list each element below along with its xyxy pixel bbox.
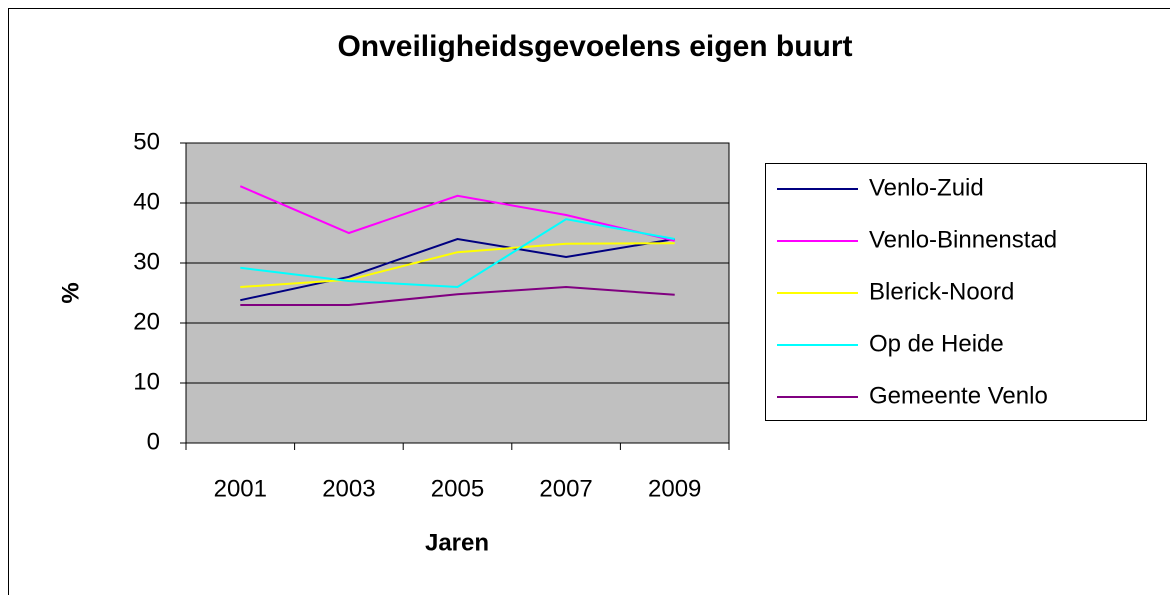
y-tick-label: 10 xyxy=(133,368,160,395)
series-line xyxy=(240,242,675,288)
legend-label: Venlo-Binnenstad xyxy=(869,226,1057,253)
legend-label: Gemeente Venlo xyxy=(869,382,1048,409)
y-tick-label: 40 xyxy=(133,188,160,215)
x-tick-label: 2001 xyxy=(214,475,267,502)
x-tick-label: 2005 xyxy=(431,475,484,502)
x-tick-label: 2009 xyxy=(648,475,701,502)
legend-label: Venlo-Zuid xyxy=(869,174,984,201)
y-tick-label: 50 xyxy=(133,128,160,155)
series-line xyxy=(240,218,675,289)
chart-title: Onveiligheidsgevoelens eigen buurt xyxy=(337,30,852,63)
series-line xyxy=(239,185,675,242)
series-line xyxy=(240,237,675,302)
x-axis-label: Jaren xyxy=(425,529,489,556)
y-axis-label: % xyxy=(57,282,84,303)
legend-label: Blerick-Noord xyxy=(869,278,1014,305)
legend-label: Op de Heide xyxy=(869,330,1004,357)
x-tick-label: 2003 xyxy=(322,475,375,502)
y-tick-label: 30 xyxy=(133,248,160,275)
y-tick-label: 0 xyxy=(147,428,160,455)
x-tick-label: 2007 xyxy=(539,475,592,502)
series-line xyxy=(240,285,675,306)
y-tick-label: 20 xyxy=(133,308,160,335)
